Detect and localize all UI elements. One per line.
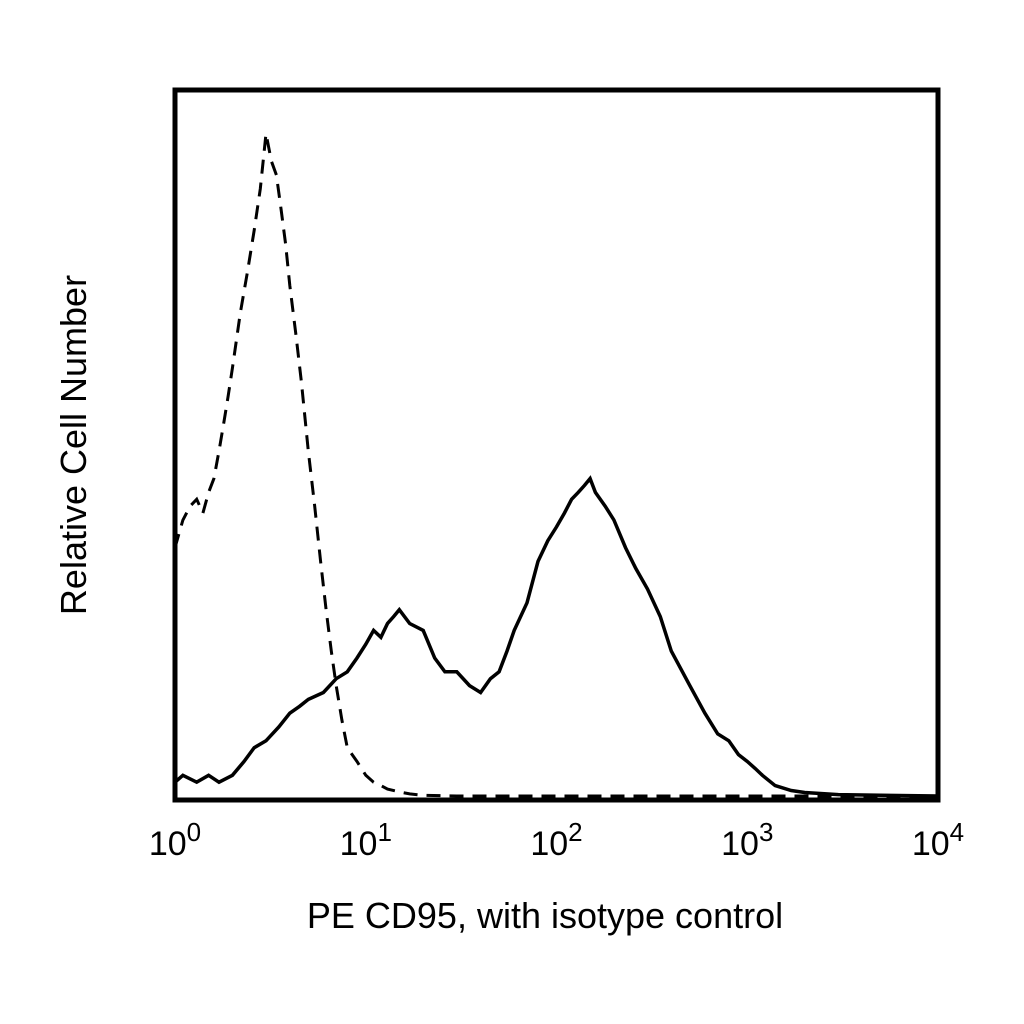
x-tick-base: 10 xyxy=(340,825,378,863)
series-group xyxy=(173,133,939,798)
plot-frame xyxy=(172,87,941,803)
x-tick-exponent: 3 xyxy=(759,817,773,847)
x-tick-labels: 100 101 102 103 104 xyxy=(149,817,964,863)
x-axis-title: PE CD95, with isotype control xyxy=(307,895,783,936)
x-tick-base: 10 xyxy=(912,825,950,863)
cd95-histogram-line xyxy=(173,475,939,798)
x-tick-label: 104 xyxy=(912,817,964,863)
x-tick-base: 10 xyxy=(721,825,759,863)
x-tick-label: 100 xyxy=(149,817,201,863)
x-tick-exponent: 2 xyxy=(568,817,582,847)
x-tick-exponent: 0 xyxy=(187,817,201,847)
y-axis-title: Relative Cell Number xyxy=(53,275,94,615)
x-tick-label: 101 xyxy=(340,817,392,863)
x-tick-exponent: 1 xyxy=(377,817,391,847)
isotype-control-line xyxy=(173,133,938,798)
x-tick-base: 10 xyxy=(149,825,187,863)
x-tick-label: 102 xyxy=(530,817,582,863)
x-tick-label: 103 xyxy=(721,817,773,863)
x-tick-exponent: 4 xyxy=(950,817,964,847)
x-tick-base: 10 xyxy=(530,825,568,863)
